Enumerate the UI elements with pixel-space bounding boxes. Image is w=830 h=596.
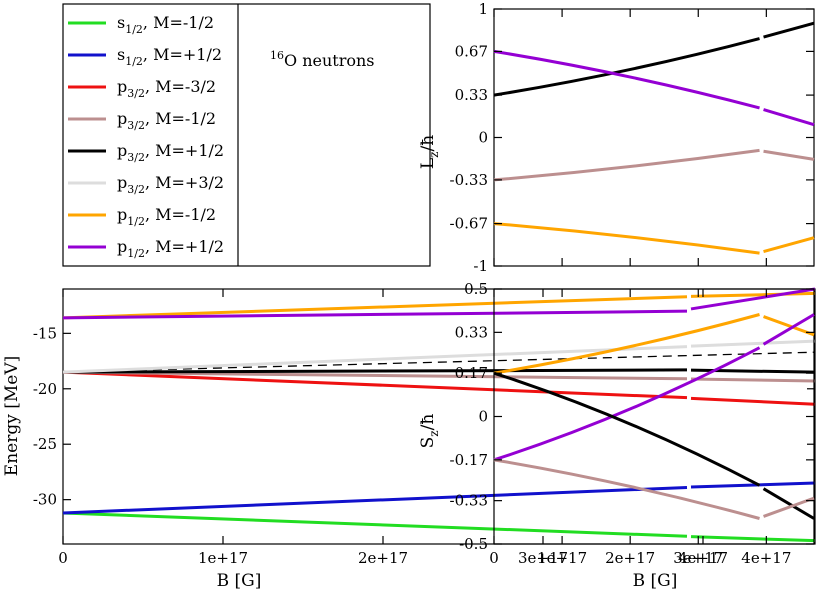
series-line-extension — [762, 313, 815, 346]
series-line-extension — [690, 287, 816, 311]
y-tick-label: 0 — [478, 129, 488, 147]
sz-y-label: Sz/ħ — [418, 414, 441, 449]
legend-frame — [62, 3, 431, 267]
series-line — [493, 313, 760, 375]
x-tick-label: 1e+17 — [198, 549, 248, 567]
legend-label: p1/2, M=-1/2 — [117, 205, 216, 228]
series-line-extension — [763, 236, 815, 254]
series-line — [62, 309, 688, 320]
x-tick-label: 0 — [58, 549, 68, 567]
sz-plot-frame — [493, 288, 815, 545]
lz-x-ticks — [493, 9, 767, 266]
series-line — [493, 371, 761, 487]
x-tick-label: 3e+17 — [673, 549, 723, 567]
y-tick-label: 0 — [478, 408, 488, 426]
sz-x-label: B [G] — [633, 571, 678, 591]
series-line-extension — [690, 291, 816, 298]
series-line-extension — [690, 396, 816, 406]
series-line — [62, 295, 688, 320]
energy-plot-frame — [62, 288, 816, 545]
series-line-extension — [763, 496, 815, 518]
series-line-extension — [763, 108, 815, 127]
series-line — [62, 370, 688, 400]
series-line-extension — [690, 481, 816, 489]
energy-series — [62, 287, 816, 543]
y-tick-label: -0.5 — [459, 535, 488, 553]
legend-title-text: O neutrons — [284, 51, 375, 70]
legend-label: s1/2, M=+1/2 — [117, 45, 222, 68]
sz-panel: 0.5 0.33 0.17 0 -0.17 -0.33 -0.5 0 1e+17 2e+17 3e… — [418, 280, 815, 591]
series-line-extension — [690, 377, 816, 383]
legend-label: s1/2, M=-1/2 — [117, 13, 214, 36]
legend-entries: s1/2, M=-1/2 s1/2, M=+1/2 p3/2, M=-3/2 p3/2… — [68, 13, 224, 260]
series-line — [493, 37, 760, 97]
legend-title-superscript: 16 — [270, 49, 284, 62]
legend-label: p1/2, M=+1/2 — [117, 237, 224, 260]
energy-y-label: Energy [MeV] — [2, 356, 22, 476]
lz-y-label: Lz/ħ — [418, 135, 441, 169]
y-tick-label: -0.17 — [450, 451, 488, 469]
y-tick-label: -0.33 — [450, 171, 488, 189]
sz-series — [493, 313, 815, 520]
y-tick-label: -0.33 — [450, 492, 488, 510]
legend-label: p3/2, M=+3/2 — [117, 173, 224, 196]
series-line-extension — [690, 339, 816, 348]
y-tick-label: -20 — [33, 380, 57, 398]
series-line — [62, 368, 688, 374]
x-tick-label: 4e+17 — [678, 549, 728, 567]
series-line — [493, 222, 760, 255]
legend-label: p3/2, M=-1/2 — [117, 109, 216, 132]
series-line — [493, 148, 760, 182]
sz-y-ticks: 0.5 0.33 0.17 0 -0.17 -0.33 -0.5 — [450, 280, 814, 553]
series-dashed-line — [62, 351, 816, 373]
legend-title: 16O neutrons — [270, 49, 375, 70]
y-tick-label: -30 — [33, 491, 57, 509]
legend-panel: s1/2, M=-1/2 s1/2, M=+1/2 p3/2, M=-3/2 p3/2… — [62, 3, 431, 267]
series-line-extension — [763, 21, 815, 39]
y-tick-label: 0.17 — [455, 364, 488, 382]
energy-x-label: B [G] — [217, 571, 262, 591]
y-tick-label: 0.33 — [455, 323, 488, 341]
lz-y-ticks: 1 0.67 0.33 0 -0.33 -0.67 -1 — [450, 0, 814, 275]
y-tick-label: 0.33 — [455, 86, 488, 104]
x-tick-label: 2e+17 — [358, 549, 408, 567]
y-tick-label: -1 — [473, 257, 488, 275]
series-line-extension — [690, 535, 816, 543]
x-tick-label: 0 — [489, 549, 499, 567]
energy-x-ticks: 0 1e+17 2e+17 3e+17 4e+17 — [58, 289, 728, 567]
lz-series — [493, 21, 815, 255]
series-line — [62, 485, 688, 515]
x-tick-label: 3e+17 — [518, 549, 568, 567]
energy-y-ticks: -15 -20 -25 -30 — [33, 324, 815, 509]
y-tick-label: -25 — [33, 435, 57, 453]
x-tick-label: 4e+17 — [741, 549, 791, 567]
energy-panel: -15-20-25-30 0 1e+17 2e+17 3e+17 4e+17 Energ… — [2, 287, 816, 591]
series-line — [62, 345, 688, 374]
series-line-extension — [762, 487, 815, 520]
y-tick-label: -15 — [33, 324, 57, 342]
series-line — [493, 49, 760, 110]
y-tick-label: 0.5 — [464, 280, 488, 298]
legend-label: p3/2, M=-3/2 — [117, 77, 216, 100]
y-tick-label: 1 — [478, 0, 488, 18]
legend-label: p3/2, M=+1/2 — [117, 141, 224, 164]
lz-panel: 1 0.67 0.33 0 -0.33 -0.67 -1 Lz/ħ — [418, 0, 815, 275]
y-tick-label: 0.67 — [455, 42, 488, 60]
series-line — [493, 458, 760, 520]
x-tick-label: 2e+17 — [605, 549, 655, 567]
y-tick-label: -0.67 — [450, 215, 488, 233]
series-line-extension — [763, 149, 815, 161]
series-line-extension — [763, 315, 815, 337]
sz-x-ticks: 0 1e+17 2e+17 3e+17 4e+17 — [489, 289, 791, 567]
series-line — [62, 511, 688, 538]
x-tick-label: 1e+17 — [537, 549, 587, 567]
series-line — [493, 346, 761, 462]
